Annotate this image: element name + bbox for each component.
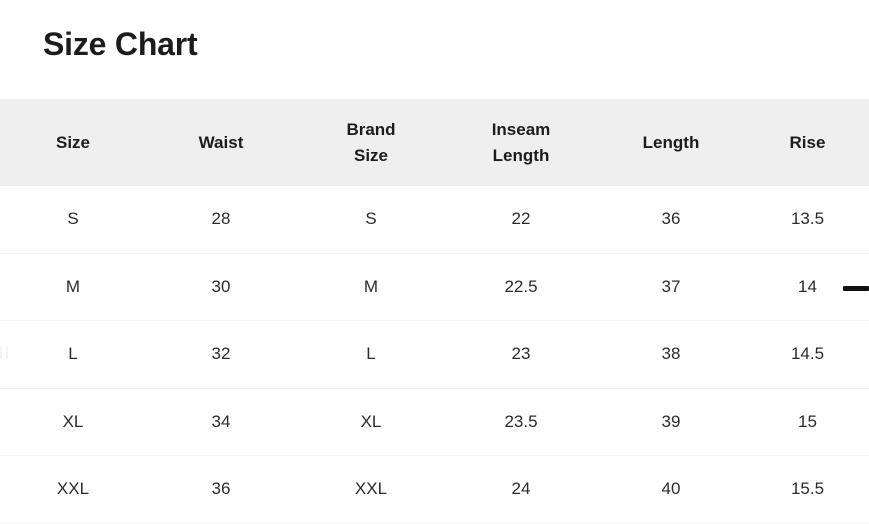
cell-size: XL [0,388,146,456]
column-header-brand-size[interactable]: Brand Size [296,99,446,186]
table-header: Size Waist Brand Size Inseam Length Leng… [0,99,869,186]
table-row[interactable]: XXL 36 XXL 24 40 15.5 [0,455,869,524]
cell-inseam-length: 23.5 [446,388,596,456]
column-header-waist-line-1: Waist [198,132,244,152]
column-header-inseam-length-line-2: Length [492,145,550,165]
cell-rise: 14.5 [746,320,869,389]
cell-inseam-length: 22 [446,186,596,254]
cell-length: 37 [596,253,746,321]
cell-brand-size: XL [296,388,446,456]
cell-size: L [0,320,146,389]
left-edge-tick-icon [0,347,2,359]
cell-brand-size: S [296,186,446,254]
cell-length: 38 [596,320,746,389]
cell-rise: 13.5 [746,186,869,254]
table-body: S 28 S 22 36 13.5 M 30 M 22.5 37 14 L 32… [0,186,869,524]
cell-size: M [0,253,146,321]
cell-waist: 30 [146,253,296,321]
cell-rise: 15 [746,388,869,456]
cell-waist: 32 [146,320,296,389]
column-header-rise-line-1: Rise [789,132,826,152]
column-header-inseam-length[interactable]: Inseam Length [446,99,596,186]
cell-size: S [0,186,146,254]
column-header-waist[interactable]: Waist [146,99,296,186]
cell-rise: 15.5 [746,455,869,524]
column-header-brand-size-line-2: Size [353,145,389,165]
cell-brand-size: XXL [296,455,446,524]
table-row[interactable]: S 28 S 22 36 13.5 [0,186,869,254]
cell-waist: 36 [146,455,296,524]
table-row[interactable]: L 32 L 23 38 14.5 [0,320,869,389]
right-edge-dash-icon [843,286,869,291]
column-header-rise[interactable]: Rise [746,99,869,186]
cell-brand-size: L [296,320,446,389]
column-header-brand-size-line-1: Brand [346,119,396,139]
cell-length: 36 [596,186,746,254]
cell-inseam-length: 24 [446,455,596,524]
cell-length: 39 [596,388,746,456]
left-edge-tick-icon [6,347,8,359]
cell-inseam-length: 23 [446,320,596,389]
column-header-size[interactable]: Size [0,99,146,186]
cell-inseam-length: 22.5 [446,253,596,321]
cell-waist: 28 [146,186,296,254]
cell-brand-size: M [296,253,446,321]
column-header-length-line-1: Length [642,132,700,152]
column-header-inseam-length-line-1: Inseam [491,119,551,139]
column-header-length[interactable]: Length [596,99,746,186]
size-chart-table: Size Waist Brand Size Inseam Length Leng… [0,99,869,524]
column-header-size-line-1: Size [55,132,91,152]
table-row[interactable]: M 30 M 22.5 37 14 [0,253,869,321]
table-row[interactable]: XL 34 XL 23.5 39 15 [0,388,869,456]
cell-size: XXL [0,455,146,524]
page-title: Size Chart [43,26,198,62]
cell-length: 40 [596,455,746,524]
cell-waist: 34 [146,388,296,456]
table-header-row: Size Waist Brand Size Inseam Length Leng… [0,99,869,186]
